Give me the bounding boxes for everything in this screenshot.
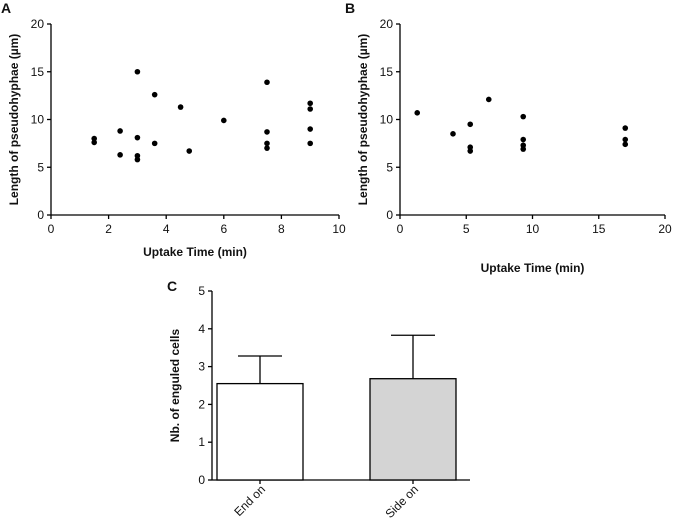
panel-c-bar-chart: 0 1 2 3 4 5 End on Side on Nb. of enguled cells: [168, 284, 470, 521]
panel-b-y-tick-label: 0: [386, 208, 393, 222]
panel-a-data-point: [134, 68, 141, 75]
panel-b-data-point: [622, 141, 629, 148]
panel-a-x-axis-title: Uptake Time (min): [143, 245, 247, 259]
panel-b-data-point: [622, 136, 629, 143]
panel-a-y-tick-label: 0: [37, 208, 44, 222]
panel-c-y-tick-label: 3: [198, 360, 205, 374]
panel-c-bar: [216, 382, 304, 481]
panel-b-data-point: [467, 148, 474, 154]
panel-a-data-point: [221, 117, 227, 124]
panel-a-data-point: [91, 139, 97, 146]
panel-c-y-axis-title: Nb. of enguled cells: [168, 329, 182, 443]
panel-a-x-tick-label: 0: [48, 222, 55, 236]
panel-a-data-point: [264, 140, 270, 147]
panel-a-data-point: [151, 140, 158, 147]
panel-a-data-point: [134, 134, 141, 141]
panel-b-data-point: [485, 96, 492, 103]
panel-b-y-tick-label: 15: [380, 65, 394, 79]
panel-b-x-tick-label: 5: [463, 222, 470, 236]
panel-a-data-point: [264, 145, 270, 151]
panel-b-y-tick-label: 10: [380, 113, 394, 127]
panel-a-y-tick-label: 20: [31, 17, 45, 31]
panel-b-letter: B: [345, 0, 355, 16]
panel-b-data-point: [520, 146, 527, 152]
panel-b-x-axis-title: Uptake Time (min): [481, 261, 585, 275]
panel-b-data-point: [467, 121, 474, 128]
panel-b-y-tick-label: 5: [386, 160, 393, 174]
panel-a-y-tick-label: 15: [31, 65, 45, 79]
panel-c-y-tick-label: 5: [198, 284, 205, 298]
panel-c-bar: [369, 378, 457, 481]
panel-c-letter: C: [167, 278, 177, 294]
panel-a-data-point: [307, 140, 314, 147]
panel-a-y-axis-title: Length of pseudohyphae (µm): [7, 34, 21, 206]
panel-b-scatter-chart: 0 5 10 15 20 0 5 10 15 20 Uptake Time (min) Length …: [356, 17, 672, 275]
panel-b-data-point: [520, 113, 527, 120]
panel-a-data-point: [307, 126, 314, 132]
panel-a-data-point: [134, 156, 141, 163]
panel-a-data-point: [264, 79, 270, 86]
panel-b-x-tick-label: 20: [658, 222, 672, 236]
panel-b-x-tick-label: 0: [397, 222, 404, 236]
panel-c-y-tick-label: 0: [198, 473, 205, 487]
panel-b-x-tick-label: 10: [526, 222, 540, 236]
panel-b-data-point: [414, 110, 421, 116]
panel-a-data-point: [177, 104, 184, 110]
panel-c-y-tick-label: 2: [198, 397, 205, 411]
panel-a-data-point: [186, 148, 193, 154]
panel-a-x-tick-label: 4: [163, 222, 170, 236]
panel-a-scatter-chart: 0 5 10 15 20 0 2 4 6 8 10 Uptake Time (min) Length o…: [7, 17, 346, 259]
panel-a-x-tick-label: 10: [332, 222, 346, 236]
panel-a-letter: A: [1, 0, 11, 16]
panel-b-data-point: [450, 131, 456, 137]
panel-a-data-point: [307, 100, 314, 107]
panel-b-x-tick-label: 15: [592, 222, 606, 236]
panel-a-x-tick-label: 2: [105, 222, 112, 236]
panel-a-data-point: [117, 128, 123, 134]
panel-a-data-point: [264, 129, 270, 135]
panel-a-x-tick-label: 8: [278, 222, 285, 236]
panel-b-y-axis-title: Length of pseudohyphae (µm): [356, 34, 370, 206]
panel-a-y-tick-label: 10: [31, 113, 45, 127]
panel-a-x-tick-label: 6: [220, 222, 227, 236]
panel-a-y-tick-label: 5: [37, 160, 44, 174]
panel-b-y-tick-label: 20: [380, 17, 394, 31]
panel-c-y-tick-label: 4: [198, 322, 205, 336]
panel-a-data-point: [307, 106, 314, 112]
panel-c-category-label: Side on: [382, 482, 421, 521]
panel-b-data-point: [622, 125, 629, 131]
panel-a-data-point: [117, 152, 123, 158]
panel-c-category-label: End on: [231, 482, 268, 519]
panel-c-y-tick-label: 1: [198, 435, 205, 449]
panel-b-data-point: [520, 136, 527, 143]
panel-a-data-point: [151, 91, 158, 98]
